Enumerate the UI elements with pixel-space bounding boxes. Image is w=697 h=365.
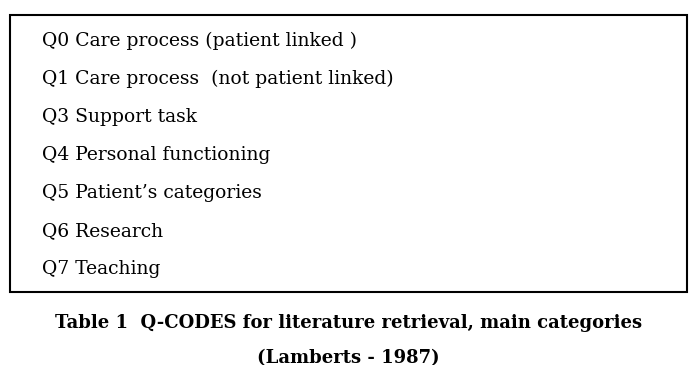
Text: Q7 Teaching: Q7 Teaching <box>42 260 160 278</box>
Text: Q3 Support task: Q3 Support task <box>42 108 197 126</box>
Text: (Lamberts - 1987): (Lamberts - 1987) <box>257 349 440 365</box>
Text: Q6 Research: Q6 Research <box>42 222 163 240</box>
Text: Q0 Care process (patient linked ): Q0 Care process (patient linked ) <box>42 32 357 50</box>
Text: Table 1  Q-CODES for literature retrieval, main categories: Table 1 Q-CODES for literature retrieval… <box>55 314 642 332</box>
Text: Q4 Personal functioning: Q4 Personal functioning <box>42 146 270 164</box>
Text: Q5 Patient’s categories: Q5 Patient’s categories <box>42 184 261 202</box>
Text: Q1 Care process  (not patient linked): Q1 Care process (not patient linked) <box>42 70 393 88</box>
FancyBboxPatch shape <box>10 15 687 292</box>
